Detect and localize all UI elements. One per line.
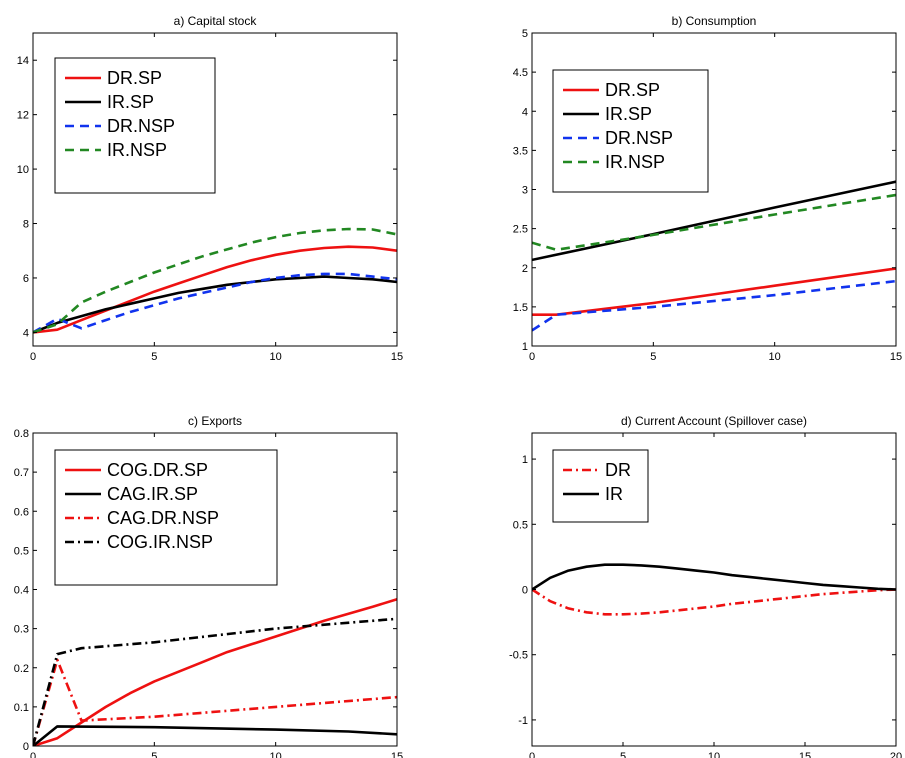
- x-tick-label: 0: [30, 751, 36, 758]
- series-line: [33, 227, 397, 334]
- y-tick-label: 3: [522, 185, 528, 197]
- x-tick-label: 15: [391, 351, 403, 363]
- legend: DR.SP IR.SP DR.NSP IR.NSP: [552, 69, 709, 193]
- y-tick-label: 0.2: [14, 663, 29, 675]
- y-tick-label: 0.5: [513, 519, 528, 531]
- y-tick-label: 1.5: [513, 302, 528, 314]
- legend-label: DR: [605, 460, 631, 480]
- y-tick-label: 0.1: [14, 702, 29, 714]
- series-line: [33, 725, 397, 746]
- series-line: [33, 617, 397, 746]
- x-tick-label: 5: [650, 351, 656, 363]
- x-tick-label: 15: [391, 751, 403, 758]
- legend: DR.SP IR.SP DR.NSP IR.NSP: [54, 57, 216, 194]
- y-tick-label: 8: [23, 219, 29, 231]
- legend-label: IR.NSP: [107, 140, 167, 160]
- y-tick-label: 0.3: [14, 624, 29, 636]
- legend-label: IR.SP: [107, 92, 154, 112]
- series-line: [33, 275, 397, 334]
- chart-title: b) Consumption: [672, 14, 757, 28]
- y-tick-label: 4: [23, 327, 29, 339]
- series-line: [33, 272, 397, 334]
- y-tick-label: 6: [23, 273, 29, 285]
- x-tick-label: 15: [799, 751, 811, 758]
- x-tick-label: 10: [270, 351, 282, 363]
- y-tick-label: 2.5: [513, 224, 528, 236]
- y-tick-label: 10: [17, 164, 29, 176]
- legend-label: DR.SP: [605, 80, 660, 100]
- y-tick-label: 5: [522, 28, 528, 40]
- chart-title: a) Capital stock: [174, 14, 258, 28]
- legend-label: COG.DR.SP: [107, 460, 208, 480]
- legend: DR IR: [552, 449, 649, 523]
- x-tick-label: 0: [30, 351, 36, 363]
- y-tick-label: 14: [17, 55, 29, 67]
- axes-box: [32, 32, 398, 347]
- series-line: [33, 598, 397, 746]
- legend-label: COG.IR.NSP: [107, 532, 213, 552]
- series-line: [532, 279, 896, 332]
- y-tick-label: 0.5: [14, 545, 29, 557]
- x-tick-label: 15: [890, 351, 902, 363]
- series-line: [532, 180, 896, 262]
- series-line: [532, 267, 896, 317]
- legend-label: DR.NSP: [605, 128, 673, 148]
- y-tick-label: 3.5: [513, 145, 528, 157]
- y-tick-label: 12: [17, 110, 29, 122]
- x-tick-label: 10: [270, 751, 282, 758]
- x-tick-label: 5: [151, 751, 157, 758]
- chart-title: d) Current Account (Spillover case): [621, 414, 807, 428]
- legend-label: IR.SP: [605, 104, 652, 124]
- x-tick-label: 5: [151, 351, 157, 363]
- chart-panel-3: c) Exports 0 5 10 15 0 0.1 0.2 0.3 0.4 0.5 0.6 0.7 0.…: [14, 414, 403, 758]
- chart-panel-1: a) Capital stock 0 5 10 15 4 6 8 10 12 14 DR.SP IR.S…: [17, 14, 403, 363]
- y-tick-label: 4: [522, 106, 528, 118]
- x-tick-label: 0: [529, 351, 535, 363]
- legend-label: IR.NSP: [605, 152, 665, 172]
- y-tick-label: -0.5: [509, 650, 528, 662]
- series-line: [33, 658, 397, 746]
- x-tick-label: 5: [620, 751, 626, 758]
- y-tick-label: 0.7: [14, 467, 29, 479]
- legend-label: DR.NSP: [107, 116, 175, 136]
- y-tick-label: 1: [522, 341, 528, 353]
- x-tick-label: 0: [529, 751, 535, 758]
- series-line: [532, 193, 896, 252]
- y-tick-label: 2: [522, 263, 528, 275]
- x-tick-label: 10: [769, 351, 781, 363]
- x-tick-label: 10: [708, 751, 720, 758]
- y-tick-label: 4.5: [513, 67, 528, 79]
- y-tick-label: 0.4: [14, 585, 29, 597]
- legend-label: CAG.DR.NSP: [107, 508, 219, 528]
- legend-label: IR: [605, 484, 623, 504]
- legend-label: DR.SP: [107, 68, 162, 88]
- series-line: [33, 245, 397, 334]
- series-line: [532, 588, 896, 616]
- chart-panel-4: d) Current Account (Spillover case)0 5 10 1…: [509, 414, 902, 758]
- y-tick-label: 1: [522, 454, 528, 466]
- y-tick-label: -1: [518, 715, 528, 727]
- legend-box: [552, 449, 649, 523]
- y-tick-label: 0.6: [14, 506, 29, 518]
- series-line: [532, 563, 896, 591]
- legend-label: CAG.IR.SP: [107, 484, 198, 504]
- legend: COG.DR.SP CAG.IR.SP CAG.DR.NSP COG.IR.NSP: [54, 449, 278, 586]
- y-tick-label: 0: [522, 585, 528, 597]
- y-tick-label: 0: [23, 741, 29, 753]
- y-tick-label: 0.8: [14, 428, 29, 440]
- x-tick-label: 20: [890, 751, 902, 758]
- chart-title: c) Exports: [188, 414, 242, 428]
- chart-panel-2: b) Consumption 0 5 10 15 1 1.5 2 2.5 3 3.5 4 4.5 5 DR.…: [513, 14, 902, 363]
